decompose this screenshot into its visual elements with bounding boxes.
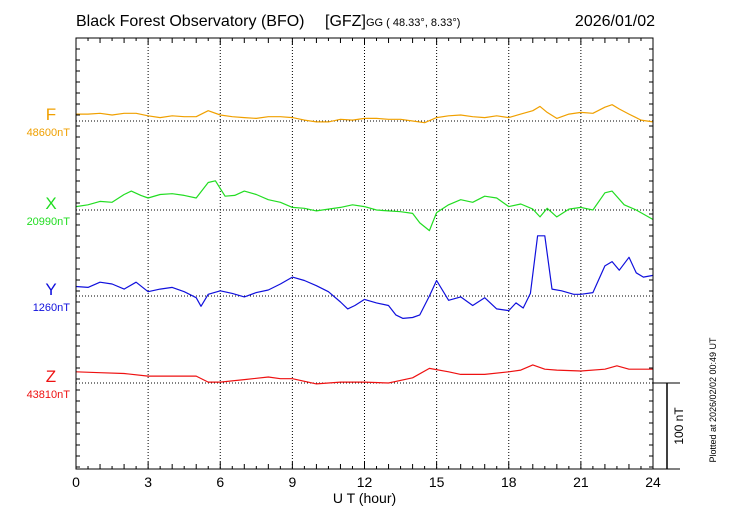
x-tick-label: 12	[357, 474, 373, 490]
series-line-x	[75, 180, 654, 232]
series-line-f	[76, 104, 654, 124]
x-tick-label: 0	[72, 474, 80, 490]
series-baseline-x: 20990nT	[27, 216, 71, 228]
x-tick-label: 9	[288, 474, 296, 490]
x-tick-label: 24	[645, 474, 661, 490]
series-layer: F 48600nT X 20990nT Y 1260nT Z 43810nT	[27, 104, 654, 401]
series-baseline-y: 1260nT	[33, 302, 71, 314]
scale-bar: 100 nT	[653, 382, 686, 470]
chart-title: Black Forest Observatory (BFO)	[76, 13, 305, 30]
x-tick-label: 21	[573, 474, 589, 490]
date-label: 2026/01/02	[575, 13, 655, 30]
plotted-at-note: Plotted at 2026/02/02 00:49 UT	[708, 337, 718, 463]
x-axis-label: U T (hour)	[333, 490, 396, 506]
series-name-f: F	[46, 105, 56, 124]
institute-label: [GFZ]	[325, 13, 366, 30]
series-baseline-f: 48600nT	[27, 127, 71, 139]
series-line-z	[75, 364, 653, 385]
x-tick-label: 3	[144, 474, 152, 490]
x-tick-label: 18	[501, 474, 517, 490]
x-tick-label: 15	[429, 474, 445, 490]
series-baseline-z: 43810nT	[27, 389, 71, 401]
series-name-z: Z	[46, 367, 56, 386]
series-name-x: X	[45, 194, 56, 213]
series-name-y: Y	[45, 280, 56, 299]
grid-lines	[147, 38, 582, 469]
coordinates-label: GG ( 48.33°, 8.33°)	[366, 17, 460, 29]
x-tick-label: 6	[216, 474, 224, 490]
series-line-y	[75, 235, 654, 319]
x-axis: 0 3 6 9 12 15 18 21 24	[72, 38, 661, 490]
scale-bar-label: 100 nT	[672, 407, 686, 445]
